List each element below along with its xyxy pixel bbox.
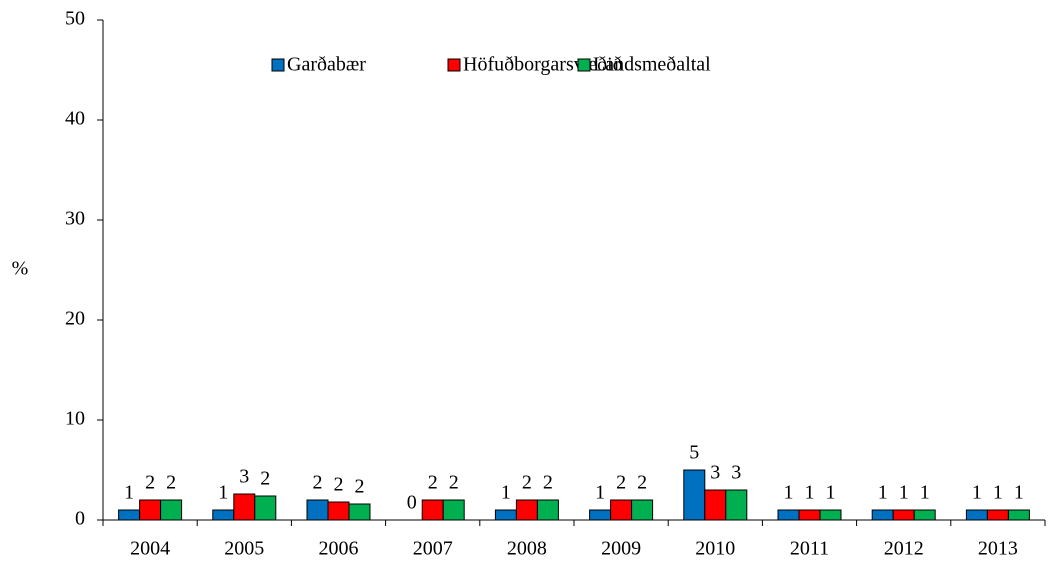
data-label: 2 xyxy=(355,476,365,498)
data-label: 1 xyxy=(878,482,888,504)
bar xyxy=(118,509,141,521)
y-tick-label: 0 xyxy=(75,508,85,530)
bar xyxy=(327,501,350,521)
data-label: 1 xyxy=(993,482,1003,504)
bar xyxy=(589,509,612,521)
data-label: 2 xyxy=(334,474,344,496)
x-tick-label: 2006 xyxy=(319,538,359,560)
data-label: 2 xyxy=(428,472,438,494)
legend-label: Garðabær xyxy=(287,54,366,76)
data-label: 2 xyxy=(637,472,647,494)
bar xyxy=(871,509,894,521)
bar xyxy=(254,495,277,521)
y-axis-label: % xyxy=(12,258,29,280)
data-label: 1 xyxy=(972,482,982,504)
data-label: 2 xyxy=(260,468,270,490)
bar xyxy=(494,509,517,521)
bar xyxy=(536,499,559,521)
data-label: 1 xyxy=(501,482,511,504)
bar xyxy=(965,509,988,521)
data-label: 2 xyxy=(449,472,459,494)
bar xyxy=(515,499,538,521)
bar xyxy=(212,509,235,521)
bar xyxy=(986,509,1009,521)
bar xyxy=(683,469,706,521)
data-label: 0 xyxy=(407,492,417,514)
legend-swatch xyxy=(577,58,591,72)
bar xyxy=(777,509,800,521)
data-label: 2 xyxy=(145,472,155,494)
data-label: 2 xyxy=(313,472,323,494)
bar xyxy=(798,509,821,521)
legend-swatch xyxy=(447,58,461,72)
data-label: 1 xyxy=(805,482,815,504)
x-tick-label: 2011 xyxy=(790,538,829,560)
data-label: 3 xyxy=(731,462,741,484)
bar xyxy=(610,499,633,521)
x-tick-label: 2008 xyxy=(507,538,547,560)
x-tick-label: 2005 xyxy=(224,538,264,560)
x-tick-label: 2007 xyxy=(413,538,453,560)
bar xyxy=(631,499,654,521)
legend-label: Landsmeðaltal xyxy=(593,54,711,76)
y-tick-label: 20 xyxy=(65,308,85,330)
bar xyxy=(725,489,748,521)
data-label: 2 xyxy=(616,472,626,494)
y-tick-label: 40 xyxy=(65,108,85,130)
data-label: 1 xyxy=(899,482,909,504)
y-tick-label: 50 xyxy=(65,8,85,30)
data-label: 2 xyxy=(543,472,553,494)
bar xyxy=(306,499,329,521)
legend-swatch xyxy=(271,58,285,72)
data-label: 1 xyxy=(920,482,930,504)
data-label: 1 xyxy=(218,482,228,504)
data-label: 2 xyxy=(166,472,176,494)
data-label: 1 xyxy=(1014,482,1024,504)
x-tick-label: 2013 xyxy=(978,538,1018,560)
bar xyxy=(233,493,256,521)
x-tick-label: 2004 xyxy=(130,538,170,560)
data-label: 1 xyxy=(595,482,605,504)
bar xyxy=(421,499,444,521)
data-label: 1 xyxy=(784,482,794,504)
bar xyxy=(348,503,371,521)
data-label: 2 xyxy=(522,472,532,494)
data-label: 3 xyxy=(710,462,720,484)
bar xyxy=(160,499,183,521)
x-tick-label: 2009 xyxy=(601,538,641,560)
data-label: 1 xyxy=(124,482,134,504)
y-tick-label: 30 xyxy=(65,208,85,230)
bar xyxy=(704,489,727,521)
bar xyxy=(913,509,936,521)
x-tick-label: 2010 xyxy=(695,538,735,560)
bar xyxy=(1007,509,1030,521)
bar xyxy=(819,509,842,521)
data-label: 5 xyxy=(689,442,699,464)
data-label: 1 xyxy=(826,482,836,504)
data-label: 3 xyxy=(239,466,249,488)
bar xyxy=(892,509,915,521)
bar xyxy=(442,499,465,521)
bar xyxy=(139,499,162,521)
y-tick-label: 10 xyxy=(65,408,85,430)
x-tick-label: 2012 xyxy=(884,538,924,560)
